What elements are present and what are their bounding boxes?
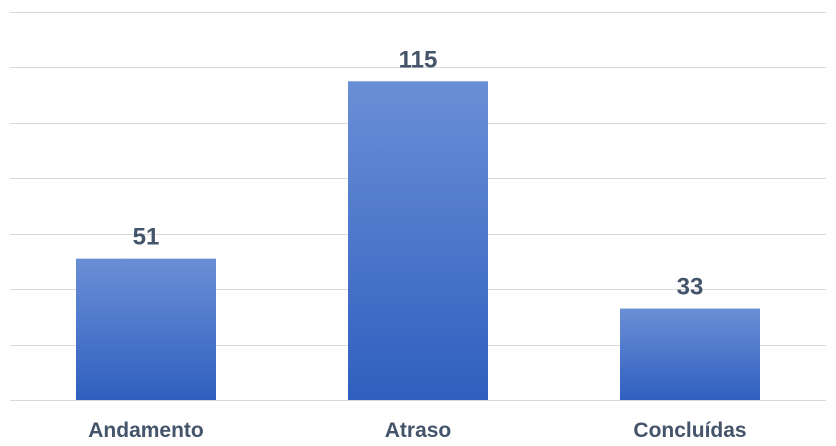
bars <box>76 81 760 401</box>
data-label-concluídas: 33 <box>677 274 704 301</box>
category-labels: Andamento Atraso Concluídas <box>88 419 746 442</box>
data-label-andamento: 51 <box>133 224 160 251</box>
category-label-concluídas: Concluídas <box>633 419 746 442</box>
bar-andamento <box>76 258 216 400</box>
data-labels: 51 115 33 <box>133 46 704 300</box>
bar-concluídas <box>620 308 760 400</box>
category-label-andamento: Andamento <box>88 419 204 442</box>
category-label-atraso: Atraso <box>385 419 452 442</box>
data-label-atraso: 115 <box>399 46 438 73</box>
bar-atraso <box>348 81 488 401</box>
